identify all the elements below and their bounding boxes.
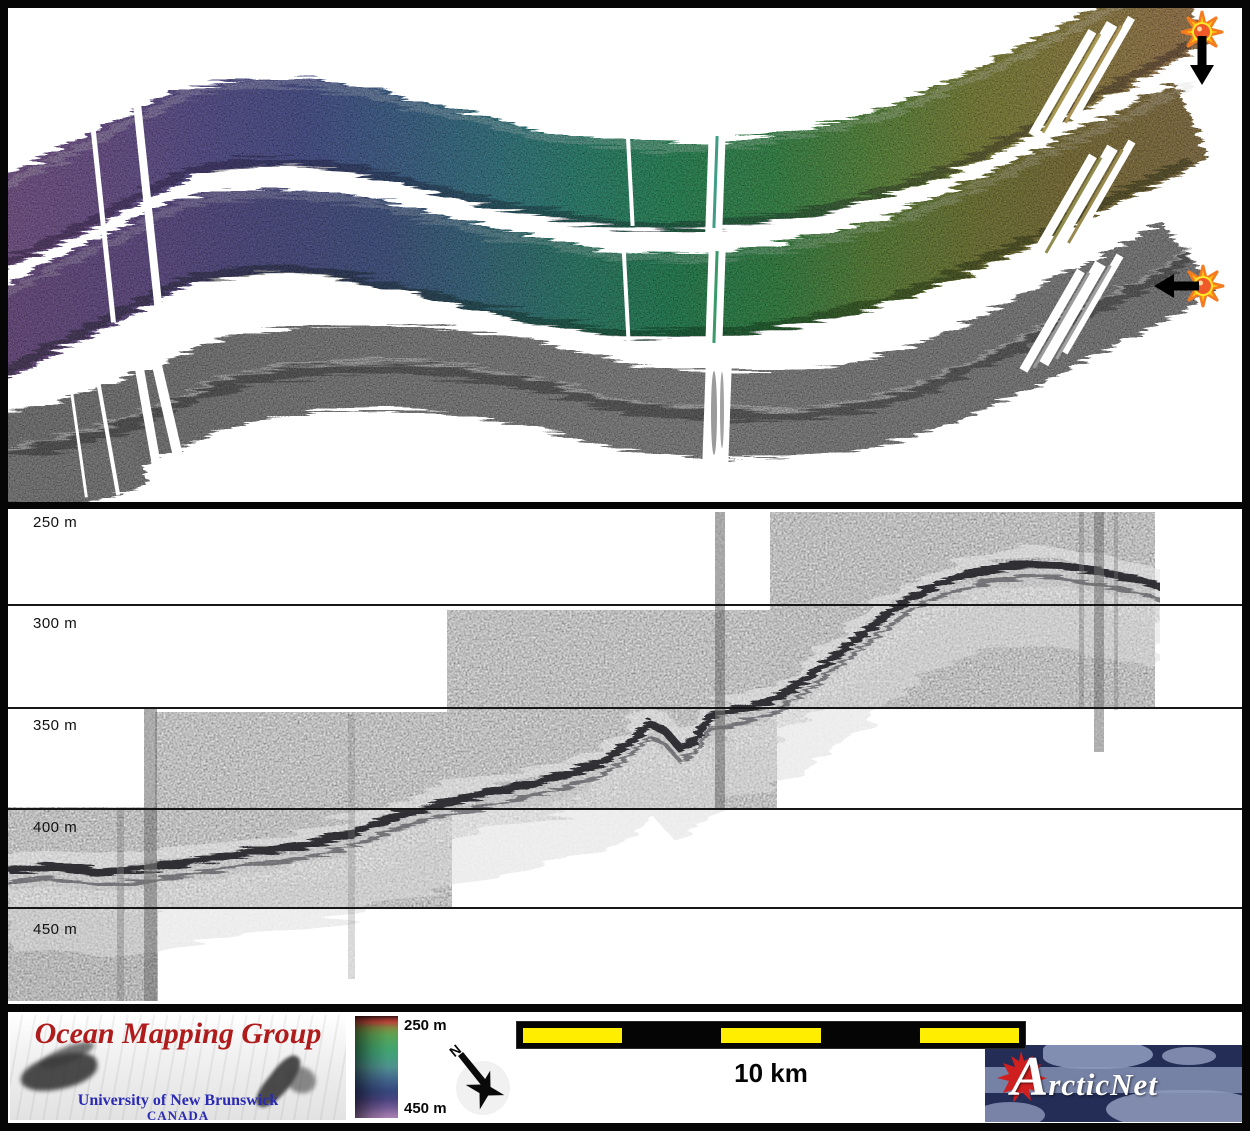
sun-illumination-down-icon [1179, 9, 1225, 85]
scale-segment-yellow [721, 1027, 821, 1043]
north-arrow: N [446, 1041, 510, 1115]
scale-bar-label: 10 km [734, 1058, 808, 1088]
omg-title: Ocean Mapping Group [34, 1017, 322, 1050]
omg-institution: University of New Brunswick [77, 1092, 279, 1109]
depth-label-400m: 400 m [33, 819, 78, 836]
depth-label-350m: 350 m [33, 717, 78, 734]
arcticnet-logo: ArcticNet [985, 1045, 1242, 1122]
swath-panel [8, 8, 1242, 502]
scale-segment-black [820, 1027, 920, 1043]
legend-bar: Ocean Mapping Group University of New Br… [8, 1012, 1242, 1123]
colorbar-bottom-label: 450 m [404, 1100, 447, 1117]
arcticnet-landmass [985, 1102, 1045, 1122]
colorbar-top-label: 250 m [404, 1017, 447, 1034]
arcticnet-initial: A [1011, 1046, 1049, 1108]
scale-segment-yellow [523, 1027, 623, 1043]
sun-illumination-left-icon [1154, 263, 1226, 309]
arcticnet-landmass [1162, 1047, 1216, 1065]
omg-country: CANADA [146, 1108, 210, 1120]
depth-label-300m: 300 m [33, 615, 78, 632]
profile-noise-stripes [117, 512, 1118, 1001]
swath-graphics [8, 8, 1226, 502]
swath-gap-slivers [711, 25, 1124, 455]
subbottom-graphics [8, 512, 1242, 1001]
arcticnet-wordmark: ArcticNet [1011, 1049, 1158, 1105]
arcticnet-landmass [1106, 1090, 1242, 1122]
scale-segment-black [622, 1027, 722, 1043]
depth-label-450m: 450 m [33, 921, 78, 938]
arcticnet-landmass [1043, 1045, 1153, 1069]
bathymetry-swath-upper [8, 8, 1208, 269]
depth-label-250m: 250 m [33, 514, 78, 531]
maple-leaf-icon [997, 1051, 1047, 1103]
depth-gridlines [8, 604, 1242, 909]
subbottom-panel: 250 m 300 m 350 m 400 m 450 m [8, 509, 1242, 1004]
arcticnet-rest: rcticNet [1048, 1067, 1158, 1102]
depth-colorbar [355, 1016, 398, 1118]
swath-data-gaps [67, 15, 1136, 498]
ocean-mapping-group-logo: Ocean Mapping Group University of New Br… [10, 1015, 346, 1120]
bathymetry-swath-lower [8, 80, 1211, 377]
scale-bar [516, 1021, 1026, 1049]
scale-segment-yellow [919, 1027, 1020, 1043]
